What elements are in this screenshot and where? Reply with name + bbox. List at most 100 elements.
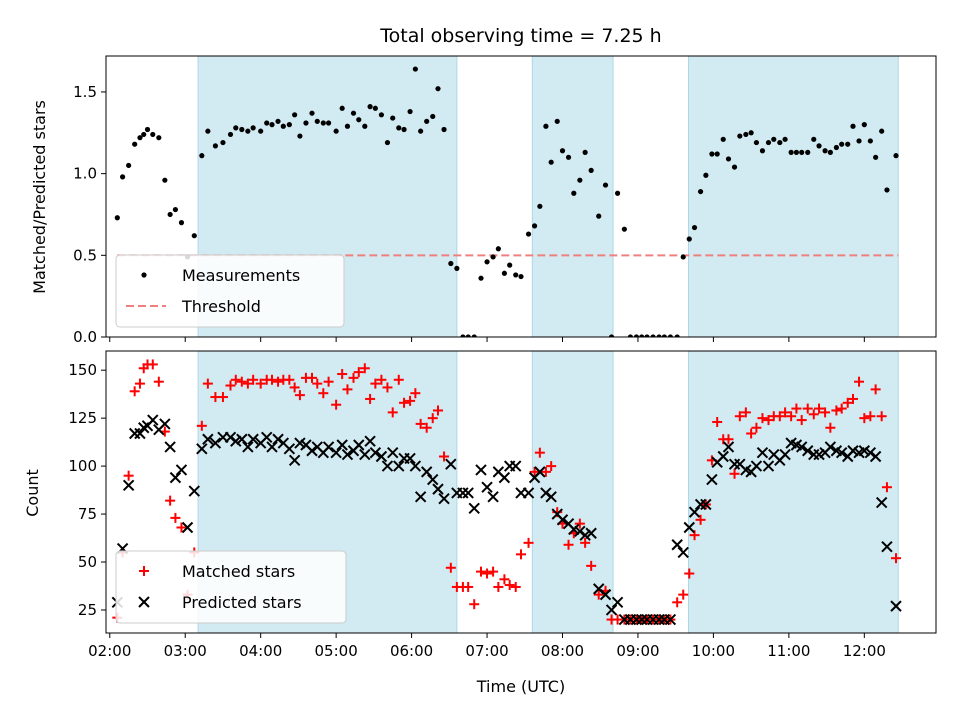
data-point-0-37 bbox=[331, 399, 342, 410]
data-point-1-41 bbox=[353, 439, 365, 451]
data-point-0-128 bbox=[859, 413, 870, 424]
data-point-1-131 bbox=[875, 496, 888, 509]
data-point-0-115 bbox=[788, 149, 794, 155]
data-point-0-91 bbox=[650, 334, 656, 337]
data-point-0-95 bbox=[674, 334, 680, 337]
data-point-0-60 bbox=[463, 581, 474, 592]
x-tick-label: 12:00 bbox=[843, 642, 886, 660]
data-point-0-47 bbox=[387, 407, 398, 418]
x-tick-label: 08:00 bbox=[541, 642, 584, 660]
data-point-0-36 bbox=[325, 120, 332, 126]
data-point-0-79 bbox=[577, 177, 583, 183]
data-point-0-130 bbox=[870, 384, 881, 395]
data-point-0-45 bbox=[378, 112, 385, 118]
data-point-0-2 bbox=[123, 470, 134, 481]
data-point-0-45 bbox=[376, 374, 387, 385]
data-point-0-68 bbox=[510, 581, 521, 592]
data-point-1-16 bbox=[202, 433, 214, 445]
y-tick-label: 1.5 bbox=[73, 83, 97, 101]
legend-label-1: Predicted stars bbox=[182, 593, 302, 612]
data-point-0-68 bbox=[513, 272, 519, 278]
data-point-0-87 bbox=[627, 334, 634, 337]
data-point-0-120 bbox=[816, 143, 822, 149]
data-point-0-73 bbox=[540, 466, 551, 477]
data-point-0-107 bbox=[743, 131, 749, 138]
x-tick-label: 09:00 bbox=[616, 642, 659, 660]
bottom-panel: 25 50 75 100 125 150 02:00 03:00 04:00 05:00 06:00… bbox=[68, 350, 937, 660]
data-point-0-62 bbox=[476, 566, 487, 577]
data-point-0-111 bbox=[765, 139, 772, 146]
data-point-1-124 bbox=[835, 446, 848, 459]
data-point-0-30 bbox=[292, 112, 298, 118]
x-tick-label: 07:00 bbox=[465, 642, 508, 660]
data-point-1-33 bbox=[306, 445, 318, 457]
data-point-1-97 bbox=[683, 521, 695, 534]
data-point-0-39 bbox=[342, 384, 353, 395]
data-point-0-73 bbox=[543, 123, 549, 129]
data-point-0-10 bbox=[165, 495, 176, 506]
data-point-1-21 bbox=[236, 433, 248, 445]
data-point-1-42 bbox=[359, 448, 371, 461]
data-point-0-32 bbox=[303, 120, 309, 126]
data-point-1-51 bbox=[409, 460, 422, 472]
data-point-0-49 bbox=[399, 397, 410, 408]
data-point-0-30 bbox=[289, 382, 300, 393]
data-point-0-72 bbox=[537, 203, 543, 209]
data-point-0-2 bbox=[126, 162, 132, 169]
data-point-0-55 bbox=[435, 86, 441, 92]
data-point-0-64 bbox=[490, 254, 496, 260]
data-point-1-73 bbox=[540, 487, 552, 499]
data-point-0-121 bbox=[822, 148, 828, 154]
data-point-0-29 bbox=[284, 374, 295, 385]
data-point-0-57 bbox=[448, 260, 454, 267]
data-point-0-125 bbox=[842, 397, 853, 408]
data-point-0-132 bbox=[884, 187, 890, 193]
data-point-1-100 bbox=[700, 498, 712, 511]
data-point-1-48 bbox=[393, 460, 405, 472]
data-point-0-59 bbox=[460, 334, 466, 337]
x-tick-label: 06:00 bbox=[390, 642, 433, 660]
data-point-0-61 bbox=[469, 599, 480, 610]
data-point-0-64 bbox=[488, 566, 499, 577]
legend-swatch-1 bbox=[138, 596, 150, 608]
series-dot-0 bbox=[114, 66, 899, 337]
data-point-0-110 bbox=[759, 148, 766, 154]
data-point-1-129 bbox=[864, 446, 877, 459]
data-point-0-34 bbox=[314, 118, 320, 124]
data-point-0-74 bbox=[546, 461, 557, 472]
data-point-1-23 bbox=[247, 433, 259, 445]
data-point-1-61 bbox=[468, 502, 480, 515]
data-point-0-77 bbox=[565, 154, 572, 160]
data-point-1-45 bbox=[375, 450, 388, 463]
data-point-1-52 bbox=[414, 491, 427, 503]
data-point-0-15 bbox=[196, 420, 207, 431]
top-panel-y-axis-label: Matched/Predicted stars bbox=[30, 100, 49, 294]
data-point-1-72 bbox=[534, 466, 546, 478]
data-point-0-24 bbox=[258, 128, 264, 134]
data-point-1-39 bbox=[341, 448, 354, 461]
plot-area bbox=[111, 359, 902, 626]
data-point-0-123 bbox=[833, 144, 840, 151]
data-point-0-83 bbox=[602, 182, 609, 188]
data-point-0-37 bbox=[333, 128, 339, 134]
data-point-0-26 bbox=[267, 374, 277, 385]
data-point-0-40 bbox=[348, 372, 359, 383]
data-point-0-69 bbox=[516, 549, 526, 560]
data-point-1-53 bbox=[420, 466, 433, 478]
data-point-0-130 bbox=[873, 154, 879, 160]
data-point-0-41 bbox=[353, 367, 364, 378]
data-point-1-70 bbox=[522, 487, 535, 499]
data-point-1-55 bbox=[432, 483, 444, 495]
data-point-1-12 bbox=[175, 464, 188, 476]
data-point-0-122 bbox=[825, 422, 836, 433]
data-point-0-33 bbox=[309, 110, 315, 116]
data-point-0-38 bbox=[337, 369, 348, 380]
data-point-1-47 bbox=[387, 446, 399, 459]
data-point-0-7 bbox=[147, 359, 158, 370]
data-point-0-86 bbox=[621, 226, 627, 232]
data-point-1-57 bbox=[445, 458, 457, 470]
data-point-1-63 bbox=[481, 481, 493, 493]
data-point-1-3 bbox=[128, 427, 141, 440]
data-point-0-113 bbox=[774, 411, 785, 422]
